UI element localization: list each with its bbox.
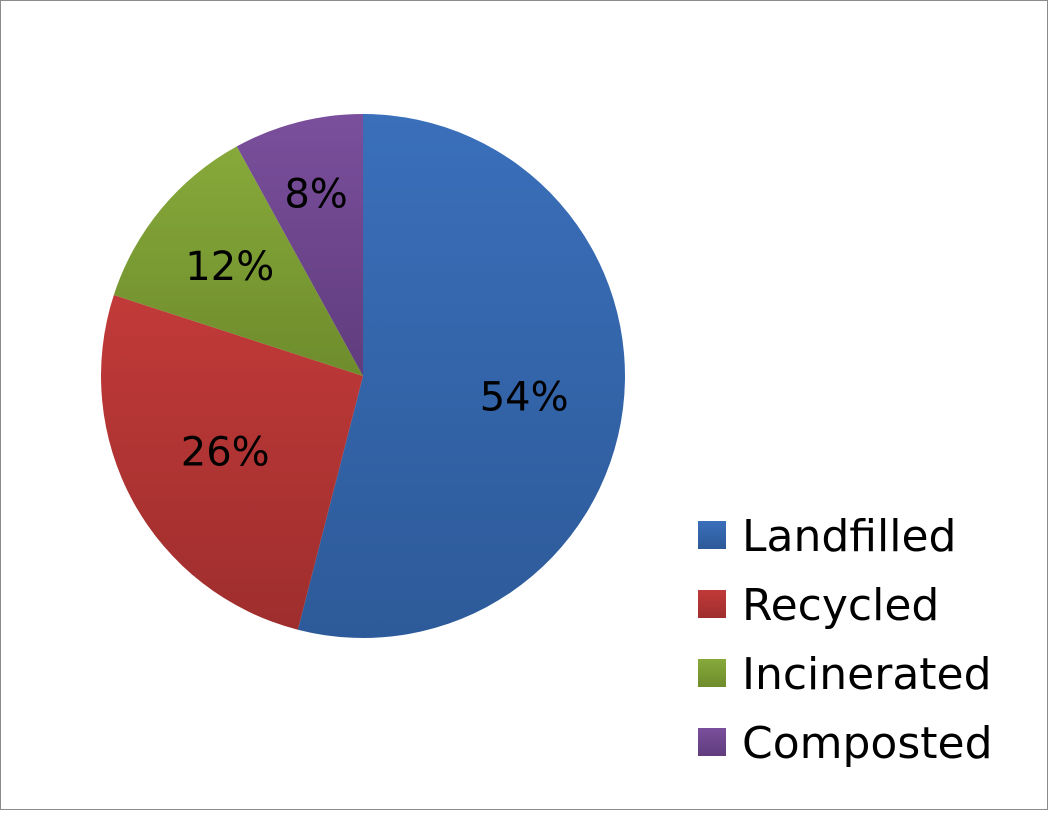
legend: Landfilled Recycled Incinerated Composted bbox=[698, 511, 993, 769]
legend-label-incinerated: Incinerated bbox=[742, 649, 992, 700]
slice-incinerated bbox=[113, 146, 363, 376]
slice-label-landfilled: 54% bbox=[480, 374, 569, 420]
legend-swatch-recycled bbox=[698, 590, 726, 618]
pie-labels: 54% 26% 12%8% bbox=[181, 171, 569, 475]
slice-label-recycled: 26% bbox=[181, 430, 270, 476]
slice-label-incinerated: 12% bbox=[185, 244, 274, 290]
slice-landfilled bbox=[297, 114, 625, 639]
slice-label-composted: 8% bbox=[284, 171, 347, 217]
slice-composted bbox=[236, 114, 363, 376]
legend-label-recycled: Recycled bbox=[742, 580, 939, 631]
pie-slices bbox=[101, 114, 625, 639]
legend-label-composted: Composted bbox=[742, 718, 993, 769]
legend-label-landfilled: Landfilled bbox=[742, 511, 956, 562]
legend-swatch-landfilled bbox=[698, 521, 726, 549]
slice-recycled bbox=[101, 295, 363, 630]
legend-swatch-composted bbox=[698, 728, 726, 756]
legend-swatch-incinerated bbox=[698, 659, 726, 687]
